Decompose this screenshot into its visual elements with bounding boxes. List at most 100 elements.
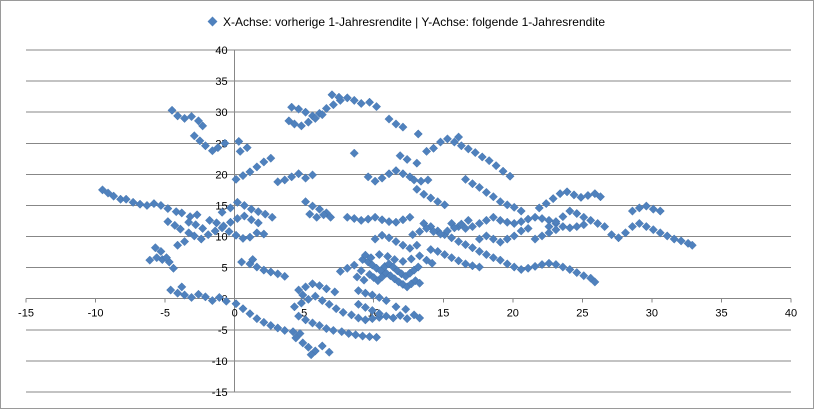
- data-point: [189, 131, 199, 141]
- data-point: [156, 246, 166, 256]
- data-point: [198, 121, 208, 131]
- data-point: [440, 200, 450, 210]
- data-point: [142, 200, 152, 210]
- data-point: [391, 119, 401, 129]
- data-point: [579, 212, 589, 222]
- data-point: [193, 289, 203, 299]
- data-point: [366, 253, 376, 263]
- data-point: [237, 257, 247, 267]
- data-point: [363, 172, 373, 182]
- data-point: [346, 310, 356, 320]
- data-point: [607, 230, 617, 240]
- data-point: [495, 237, 505, 247]
- data-point: [207, 296, 217, 306]
- data-point: [488, 192, 498, 202]
- data-point: [509, 231, 519, 241]
- data-point: [349, 260, 359, 270]
- data-point: [289, 119, 299, 129]
- data-point: [595, 192, 605, 202]
- data-point: [481, 250, 491, 260]
- data-point: [252, 262, 262, 272]
- data-point: [356, 98, 366, 108]
- data-point: [308, 201, 318, 211]
- data-point: [470, 148, 480, 158]
- data-point: [288, 327, 298, 337]
- x-tick-label: 15: [437, 308, 449, 320]
- x-tick-label: 40: [785, 308, 797, 320]
- data-point: [166, 285, 176, 295]
- data-point: [189, 231, 199, 241]
- data-point: [377, 215, 387, 225]
- data-point: [474, 246, 484, 256]
- data-point: [298, 338, 308, 348]
- data-point: [600, 222, 610, 232]
- data-point: [317, 110, 327, 120]
- data-point: [412, 158, 422, 168]
- data-point: [447, 253, 457, 263]
- data-point: [516, 217, 526, 227]
- data-point: [509, 219, 519, 228]
- data-point: [481, 215, 491, 225]
- data-point: [177, 208, 187, 218]
- data-point: [173, 240, 183, 250]
- data-point: [384, 233, 394, 243]
- data-point: [576, 192, 586, 202]
- data-point: [534, 203, 544, 213]
- data-point: [351, 330, 361, 340]
- data-point: [303, 342, 313, 352]
- x-tick-label: -15: [18, 308, 34, 320]
- data-point: [273, 269, 283, 279]
- data-point: [669, 234, 679, 244]
- data-point: [662, 231, 672, 241]
- data-point: [372, 332, 381, 342]
- data-point: [98, 185, 107, 195]
- data-point: [384, 217, 394, 227]
- data-point: [502, 200, 512, 210]
- data-point: [335, 266, 345, 276]
- data-point: [383, 251, 393, 261]
- data-point: [232, 214, 242, 223]
- data-point: [433, 197, 443, 207]
- data-point: [495, 255, 505, 265]
- data-point: [488, 212, 498, 222]
- data-point: [231, 299, 241, 309]
- data-point: [481, 231, 491, 241]
- data-point: [412, 240, 422, 250]
- data-point: [423, 175, 433, 185]
- data-point: [180, 113, 190, 123]
- data-point: [641, 201, 651, 211]
- data-point: [326, 212, 336, 222]
- data-point: [449, 137, 459, 147]
- data-point: [467, 261, 477, 271]
- data-point: [301, 197, 311, 207]
- data-point: [303, 117, 313, 127]
- data-point: [259, 157, 269, 167]
- data-point: [324, 347, 334, 357]
- data-point: [312, 212, 322, 222]
- data-point: [415, 251, 425, 261]
- data-point: [195, 136, 205, 146]
- data-point: [395, 311, 405, 320]
- data-point: [225, 217, 235, 227]
- data-point: [374, 309, 384, 319]
- data-point: [200, 141, 210, 151]
- data-point: [177, 282, 187, 292]
- data-point: [259, 317, 269, 327]
- data-point: [401, 304, 411, 314]
- y-tick-label: 10: [215, 232, 227, 244]
- data-point: [374, 293, 384, 302]
- data-point: [196, 234, 206, 244]
- data-point: [544, 258, 554, 268]
- data-point: [135, 199, 145, 209]
- data-point: [337, 327, 347, 337]
- data-point: [583, 191, 593, 200]
- data-point: [214, 293, 224, 302]
- data-point: [203, 230, 213, 240]
- data-point: [391, 217, 401, 227]
- data-point: [167, 105, 177, 115]
- data-point: [488, 234, 498, 244]
- data-point: [551, 225, 561, 235]
- data-point: [317, 296, 327, 306]
- data-point: [349, 148, 359, 158]
- data-point: [356, 266, 366, 276]
